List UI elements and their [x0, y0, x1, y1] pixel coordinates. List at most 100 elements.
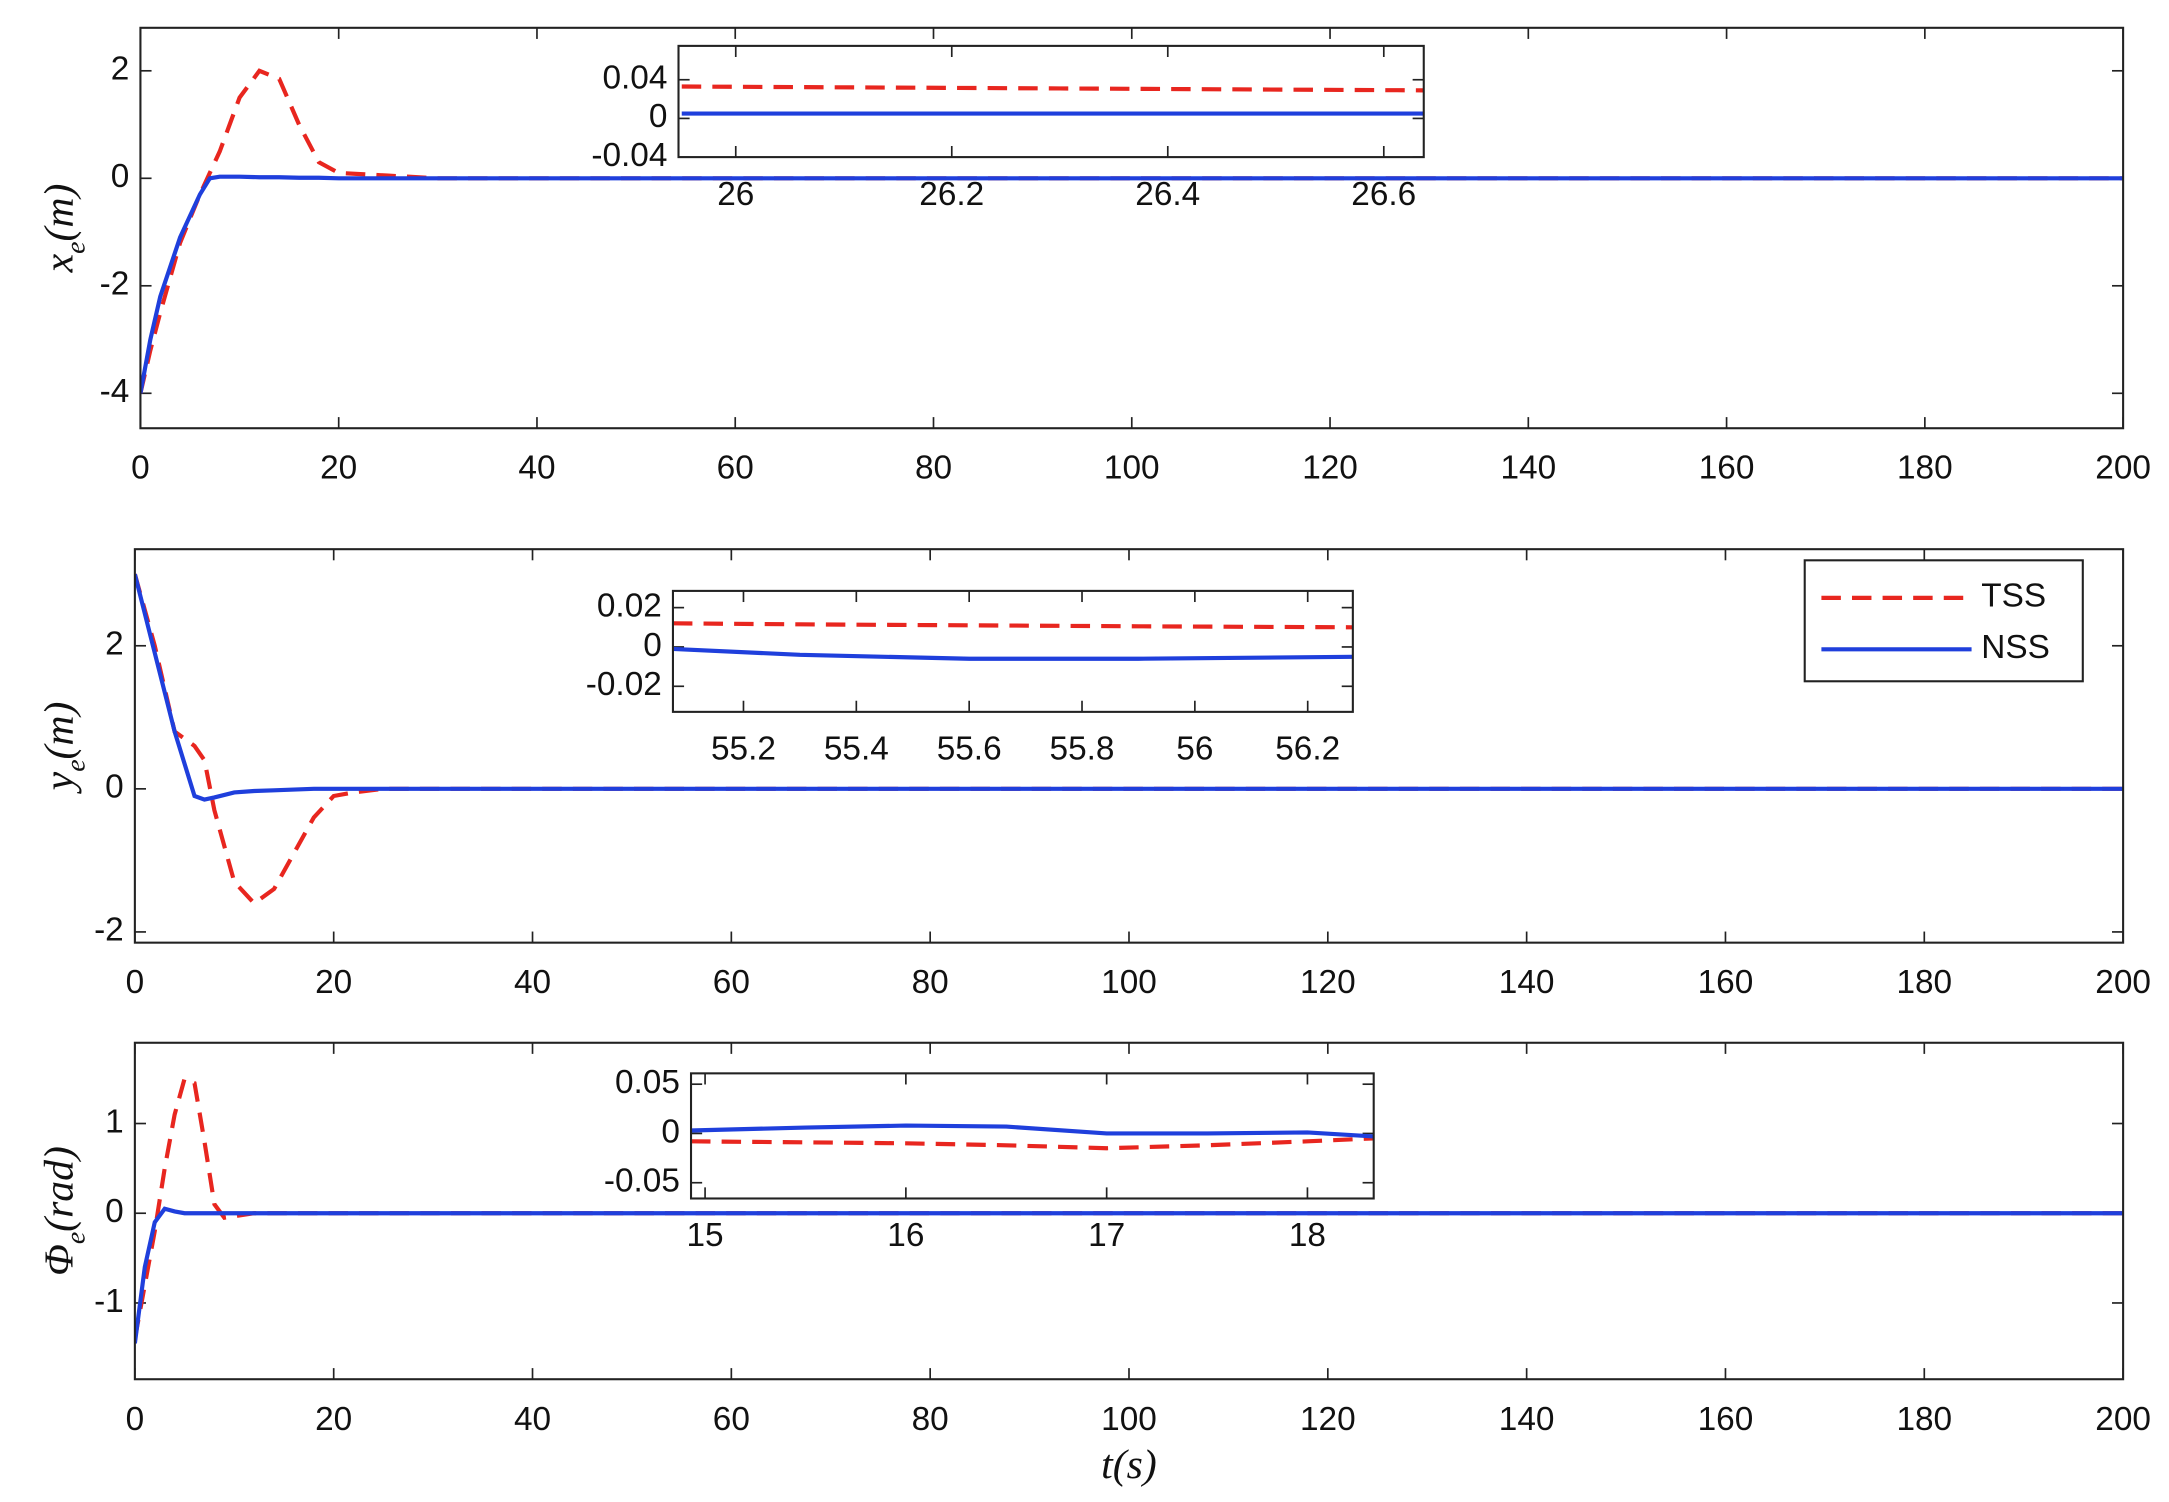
legend-label: NSS: [1981, 629, 2050, 666]
y-tick-label: -1: [94, 1283, 124, 1320]
series-line: [134, 573, 2124, 802]
x-tick-label: 160: [1699, 450, 1755, 487]
axes-frame: [677, 44, 1425, 159]
x-tick-label: 80: [912, 1401, 949, 1438]
series-line: [140, 68, 2124, 394]
label-base: x: [36, 253, 82, 273]
axes-frame: [139, 26, 2125, 430]
y-tick-label: -4: [100, 373, 130, 410]
series-line: [134, 573, 2124, 907]
series-line: [140, 174, 2124, 394]
x-tick-label: 20: [320, 450, 357, 487]
y-tick-label: 0: [111, 158, 130, 195]
y-tick-label: 0: [643, 627, 662, 664]
x-tick-label: 55.4: [824, 731, 889, 768]
y-tick-label: 0.04: [602, 60, 667, 97]
y-axis-label: ye(m): [36, 702, 91, 795]
x-tick-label: 120: [1302, 450, 1358, 487]
x-tick-label: 120: [1300, 964, 1356, 1001]
y-tick-label: 0.02: [597, 587, 662, 624]
x-tick-label: 120: [1300, 1401, 1356, 1438]
x-tick-label: 100: [1101, 964, 1157, 1001]
x-tick-label: 80: [912, 964, 949, 1001]
y-tick-label: -2: [100, 266, 130, 303]
x-tick-label: 56: [1176, 731, 1213, 768]
x-tick-label: 20: [315, 964, 352, 1001]
label-rest: (s): [1113, 1442, 1157, 1488]
x-tick-label: 200: [2095, 450, 2151, 487]
x-axis-label: t(s): [1101, 1442, 1157, 1488]
x-tick-label: 160: [1698, 1401, 1754, 1438]
legend-label: TSS: [1981, 578, 2046, 615]
x-tick-label: 26: [717, 176, 754, 213]
label-sub: e: [60, 759, 91, 771]
series-line: [672, 646, 1353, 661]
label-base: y: [36, 771, 82, 794]
axes-frame: [133, 548, 2125, 944]
inset-frame-bg: [672, 590, 1353, 712]
x-tick-label: 56.2: [1275, 731, 1340, 768]
series-line: [681, 84, 1424, 93]
x-tick-label: 200: [2095, 1401, 2151, 1438]
y-tick-label: -0.04: [591, 137, 667, 174]
series-line: [691, 1136, 1374, 1151]
axes-frame: [133, 1041, 2125, 1381]
x-tick-label: 180: [1896, 1401, 1952, 1438]
label-sub: e: [60, 242, 91, 254]
inset-frame-bg: [691, 1073, 1374, 1199]
y-tick-label: 0: [649, 98, 668, 135]
y-tick-label: 2: [105, 626, 124, 663]
x-tick-label: 0: [131, 450, 150, 487]
x-tick-label: 60: [713, 1401, 750, 1438]
x-tick-label: 0: [126, 1401, 145, 1438]
x-tick-label: 80: [915, 450, 952, 487]
x-tick-label: 160: [1698, 964, 1754, 1001]
series-line: [134, 1206, 2124, 1344]
y-tick-label: 2: [111, 51, 130, 88]
y-tick-label: 0: [661, 1113, 680, 1150]
label-rest: (m): [36, 184, 82, 242]
y-axis-label: xe(m): [36, 184, 91, 274]
y-tick-label: 0.05: [615, 1064, 680, 1101]
series-line: [134, 1075, 2124, 1340]
y-tick-label: -0.05: [604, 1163, 680, 1200]
x-tick-label: 18: [1289, 1217, 1326, 1254]
x-tick-label: 60: [713, 964, 750, 1001]
x-tick-label: 26.6: [1351, 176, 1416, 213]
x-tick-label: 20: [315, 1401, 352, 1438]
y-tick-label: 1: [105, 1103, 124, 1140]
x-tick-label: 26.2: [919, 176, 984, 213]
x-tick-label: 55.6: [937, 731, 1002, 768]
y-axis-label: Φe(rad): [36, 1146, 91, 1276]
x-tick-label: 55.2: [711, 731, 776, 768]
label-base: Φ: [36, 1244, 82, 1276]
y-tick-label: 0: [105, 1193, 124, 1230]
x-tick-label: 55.8: [1050, 731, 1115, 768]
label-base: t: [1101, 1442, 1114, 1488]
y-tick-label: -0.02: [586, 666, 662, 703]
x-tick-label: 40: [514, 964, 551, 1001]
x-tick-label: 15: [687, 1217, 724, 1254]
axes-frame: [671, 589, 1354, 713]
x-tick-label: 16: [887, 1217, 924, 1254]
label-sub: e: [60, 1232, 91, 1244]
x-tick-label: 0: [126, 964, 145, 1001]
label-rest: (m): [36, 702, 82, 760]
x-tick-label: 180: [1897, 450, 1953, 487]
x-tick-label: 140: [1499, 1401, 1555, 1438]
axes-frame: [689, 1072, 1375, 1200]
y-tick-label: 0: [105, 769, 124, 806]
x-tick-label: 140: [1500, 450, 1556, 487]
x-tick-label: 140: [1499, 964, 1555, 1001]
x-tick-label: 100: [1104, 450, 1160, 487]
x-tick-label: 100: [1101, 1401, 1157, 1438]
inset-frame-bg: [678, 45, 1424, 158]
series-line: [691, 1123, 1374, 1139]
x-tick-label: 60: [717, 450, 754, 487]
x-tick-label: 26.4: [1135, 176, 1200, 213]
x-tick-label: 200: [2095, 964, 2151, 1001]
series-line: [672, 621, 1353, 630]
x-tick-label: 17: [1088, 1217, 1125, 1254]
